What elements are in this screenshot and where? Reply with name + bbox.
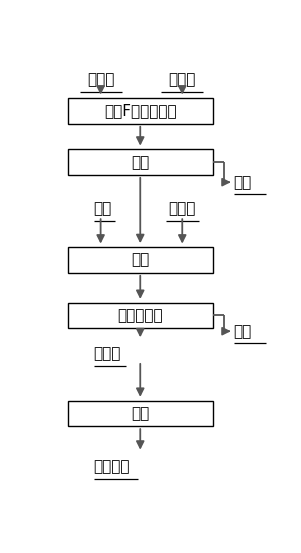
Bar: [68, 149, 213, 175]
Text: 降低F值和硅含量: 降低F值和硅含量: [104, 103, 177, 118]
Text: 添加剂: 添加剂: [169, 72, 196, 87]
Text: 偏钛酸: 偏钛酸: [94, 346, 121, 361]
Text: 三价钛: 三价钛: [169, 201, 196, 217]
Bar: [68, 247, 213, 273]
Text: 漂白、水洗: 漂白、水洗: [117, 308, 163, 323]
Bar: [68, 302, 213, 328]
Text: 水解: 水解: [131, 253, 149, 268]
Bar: [68, 98, 213, 124]
Text: 废酸: 废酸: [234, 324, 252, 339]
Text: 原钛液: 原钛液: [87, 72, 114, 87]
Text: 二氧化钛: 二氧化钛: [94, 459, 130, 474]
Text: 过滤: 过滤: [131, 155, 149, 170]
Bar: [68, 400, 213, 426]
Text: 滤渣: 滤渣: [234, 175, 252, 190]
Text: 煅烧: 煅烧: [131, 406, 149, 421]
Text: 钛液: 钛液: [94, 201, 112, 217]
